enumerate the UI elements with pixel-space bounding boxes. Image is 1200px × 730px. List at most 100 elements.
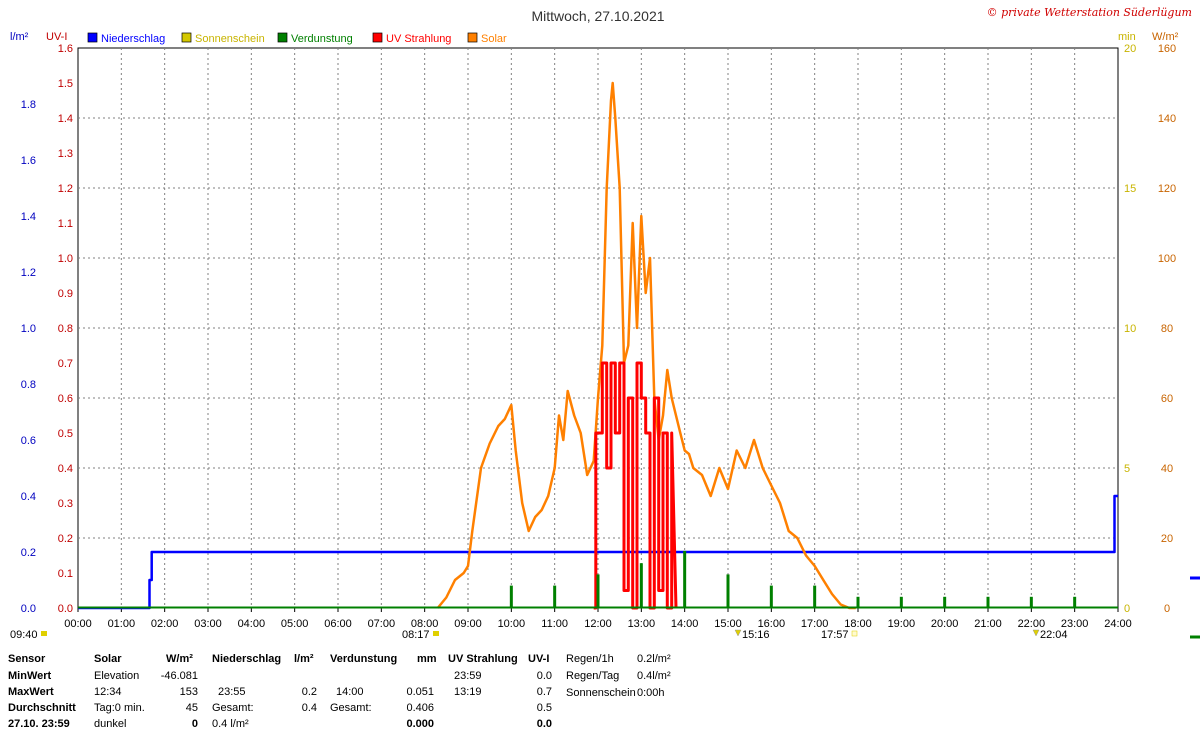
- rain-series-line: [78, 494, 1118, 610]
- solar-stat-value: -46.081: [160, 670, 198, 682]
- x-tick-label: 02:00: [151, 618, 179, 630]
- rain-stat-time: 0.4 l/m²: [212, 718, 249, 730]
- x-tick-label: 15:00: [714, 618, 742, 630]
- legend-swatch: [467, 32, 478, 43]
- uv-tick-label: 0.1: [58, 568, 73, 580]
- x-tick-label: 20:00: [931, 618, 959, 630]
- stats-header-solar: Solar: [94, 653, 122, 665]
- moon2-icon: [1032, 629, 1040, 637]
- solar-stat-value: 45: [185, 702, 198, 714]
- stats-row-label: Durchschnitt: [8, 702, 76, 714]
- rain-tick-label: 0.2: [21, 547, 36, 559]
- solar-tick-label: 160: [1158, 43, 1176, 55]
- uv-tick-label: 1.3: [58, 148, 73, 160]
- sunset-icon: [851, 630, 858, 637]
- stats-header-uv: UV Strahlung: [448, 653, 518, 665]
- x-tick-label: 21:00: [974, 618, 1002, 630]
- extra-stat-value: 0.2l/m²: [637, 653, 671, 665]
- solar-tick-label: 100: [1158, 253, 1176, 265]
- extra-stat-value: 0.4l/m²: [637, 670, 671, 682]
- extra-stat-value: 0:00h: [637, 687, 665, 699]
- stats-header-evap-unit: mm: [417, 653, 437, 665]
- moon2-label: 22:04: [1040, 629, 1068, 641]
- x-tick-label: 04:00: [238, 618, 266, 630]
- stats-row-label: MinWert: [8, 670, 52, 682]
- moonrise-label: 09:40: [10, 629, 38, 641]
- solar-series-line: [436, 81, 856, 610]
- x-tick-label: 14:00: [671, 618, 699, 630]
- x-tick-label: 12:00: [584, 618, 612, 630]
- sun-tick-label: 20: [1124, 43, 1136, 55]
- moonset-label: 15:16: [742, 629, 770, 641]
- uv-tick-label: 0.0: [58, 603, 73, 615]
- x-tick-label: 22:00: [1018, 618, 1046, 630]
- uv-tick-label: 0.4: [58, 463, 73, 475]
- uv-stat-value: 0.0: [536, 718, 552, 730]
- uv-stat-time: 23:59: [454, 670, 482, 682]
- sun-icon: [433, 631, 439, 636]
- extra-stat-label: Sonnenschein: [566, 687, 636, 699]
- x-tick-label: 18:00: [844, 618, 872, 630]
- moonset-icon: [734, 629, 742, 637]
- solar-tick-label: 40: [1161, 463, 1173, 475]
- solar-tick-label: 120: [1158, 183, 1176, 195]
- x-tick-label: 09:00: [454, 618, 482, 630]
- uv-tick-label: 1.5: [58, 78, 73, 90]
- rain-stat-value: 0.2: [301, 686, 317, 698]
- weather-chart: Mittwoch, 27.10.2021 © private Wettersta…: [10, 6, 1200, 641]
- uv-tick-label: 0.9: [58, 288, 73, 300]
- uv-stat-value: 0.7: [536, 686, 552, 698]
- uv-tick-label: 1.4: [58, 113, 73, 125]
- x-tick-label: 16:00: [758, 618, 786, 630]
- chart-title: Mittwoch, 27.10.2021: [531, 8, 664, 24]
- x-tick-label: 17:00: [801, 618, 829, 630]
- rain-tick-label: 1.6: [21, 155, 36, 167]
- x-tick-label: 08:00: [411, 618, 439, 630]
- uv-tick-label: 0.5: [58, 428, 73, 440]
- x-tick-label: 07:00: [368, 618, 396, 630]
- solar-tick-label: 60: [1161, 393, 1173, 405]
- stats-header-uv-unit: UV-I: [528, 653, 550, 665]
- legend-label: Niederschlag: [101, 33, 165, 45]
- solar-tick-label: 20: [1161, 533, 1173, 545]
- legend: Niederschlag Sonnenschein Verdunstung UV St…: [87, 32, 507, 45]
- axes: 00:00 01:00 02:00 03:00 04:00 05:00 06:00 07:00…: [21, 43, 1176, 630]
- unit-left-outer: l/m²: [10, 31, 29, 43]
- stats-header-sensor: Sensor: [8, 653, 46, 665]
- solar-stat-value: 0: [191, 718, 198, 730]
- unit-right-outer: W/m²: [1152, 31, 1179, 43]
- solar-tick-label: 140: [1158, 113, 1176, 125]
- stats-header-solar-unit: W/m²: [166, 653, 193, 665]
- unit-left-inner: UV-I: [46, 31, 67, 43]
- evap-stat-value: 0.406: [406, 702, 434, 714]
- x-tick-label: 10:00: [498, 618, 526, 630]
- uv-tick-label: 0.8: [58, 323, 73, 335]
- legend-swatch: [277, 32, 288, 43]
- evap-stat-value: 0.051: [406, 686, 434, 698]
- rain-tick-label: 1.4: [21, 211, 36, 223]
- solar-stat-time: Tag:0 min.: [94, 702, 145, 714]
- legend-swatch: [372, 32, 383, 43]
- x-tick-label: 23:00: [1061, 618, 1089, 630]
- legend-label: Verdunstung: [291, 33, 353, 45]
- legend-label: Sonnenschein: [195, 33, 265, 45]
- rain-tick-label: 1.2: [21, 267, 36, 279]
- legend-label: UV Strahlung: [386, 33, 451, 45]
- solar-stat-time: 12:34: [94, 686, 122, 698]
- legend-label: Solar: [481, 33, 507, 45]
- extra-stat-label: Regen/Tag: [566, 670, 620, 682]
- uv-tick-label: 0.2: [58, 533, 73, 545]
- copyright-label: © private Wetterstation Süderlügum: [987, 6, 1192, 19]
- time-markers: 09:40 08:17 15:16 17:57 22:04: [10, 576, 1200, 641]
- extra-stat-label: Regen/1h: [566, 653, 614, 665]
- sun-tick-label: 0: [1124, 603, 1130, 615]
- x-tick-label: 06:00: [324, 618, 352, 630]
- sun-tick-label: 15: [1124, 183, 1136, 195]
- uv-tick-label: 0.7: [58, 358, 73, 370]
- moon-icon: [41, 631, 47, 636]
- solar-tick-label: 0: [1164, 603, 1170, 615]
- rain-stat-time: 23:55: [218, 686, 246, 698]
- x-tick-label: 19:00: [888, 618, 916, 630]
- sun-tick-label: 5: [1124, 463, 1130, 475]
- x-tick-label: 03:00: [194, 618, 222, 630]
